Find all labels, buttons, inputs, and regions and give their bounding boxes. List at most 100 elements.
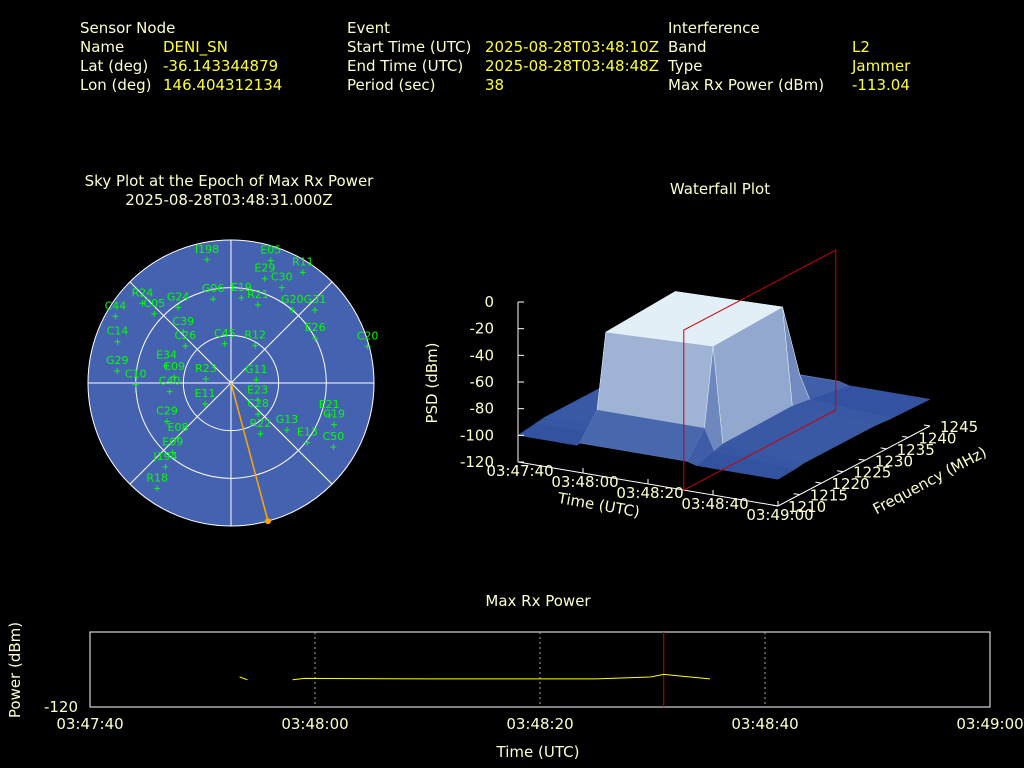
satellite-marker (330, 443, 337, 450)
satellite-marker (162, 463, 169, 470)
satellite-marker (304, 439, 311, 446)
field-label: Name (80, 38, 124, 56)
satellite-label: E21 (319, 398, 340, 411)
section-title: Interference (668, 19, 760, 37)
x-tick-label: 03:47:40 (486, 462, 553, 480)
satellite-label: C39 (172, 315, 194, 328)
satellite-label: E11 (195, 387, 216, 400)
z-axis-label: PSD (dBm) (423, 342, 441, 423)
satellite-label: C29 (156, 404, 178, 417)
satellite-label: G29 (106, 354, 129, 367)
satellite-label: G31 (304, 293, 327, 306)
satellite-label: E09 (162, 435, 183, 448)
satellite-marker (238, 294, 245, 301)
satellite-label: R18 (146, 471, 168, 484)
y-tick-label: 1245 (940, 418, 978, 436)
satellite-label: R23 (195, 362, 217, 375)
satellite-label: C09 (163, 360, 185, 373)
satellite-label: E08 (168, 421, 189, 434)
y-tick-label: 1210 (788, 498, 826, 516)
y-tick (793, 493, 800, 496)
jammer-dot (265, 518, 272, 525)
satellite-label: C30 (271, 271, 293, 284)
z-tick-label: -40 (470, 346, 495, 364)
z-tick-label: -120 (460, 453, 494, 471)
field-label: Max Rx Power (dBm) (668, 76, 824, 94)
satellite-marker (312, 335, 319, 342)
field-value: 2025-08-28T03:48:48Z (485, 57, 659, 75)
field-label: Lon (deg) (80, 76, 152, 94)
satellite-label: I198 (195, 243, 219, 256)
satellite-label: R11 (292, 255, 314, 268)
field-label: Period (sec) (347, 76, 436, 94)
field-value: 146.404312134 (163, 76, 282, 94)
field-value: 2025-08-28T03:48:10Z (485, 38, 659, 56)
z-tick-label: 0 (484, 293, 494, 311)
z-tick-label: -60 (470, 373, 495, 391)
y-axis-label: Power (dBm) (6, 622, 24, 718)
satellite-label: C40 (159, 375, 181, 388)
chart-title: Max Rx Power (485, 592, 591, 610)
y-tick (880, 447, 887, 450)
satellite-marker (202, 400, 209, 407)
satellite-label: E34 (156, 349, 177, 362)
satellite-marker (169, 449, 176, 456)
satellite-marker (252, 342, 259, 349)
y-axis (777, 425, 931, 507)
satellite-label: C05 (143, 297, 165, 310)
satellite-marker (114, 368, 121, 375)
y-tick-label: 1235 (897, 441, 935, 459)
satellite-marker (204, 256, 211, 263)
satellite-marker (261, 275, 268, 282)
satellite-marker (180, 328, 187, 335)
azimuth-spoke (129, 281, 232, 384)
azimuth-spoke (230, 382, 333, 485)
y-tick (815, 481, 822, 484)
azimuth-spoke (129, 382, 232, 485)
data-line (239, 673, 710, 681)
chart-subtitle: 2025-08-28T03:48:31.000Z (125, 191, 332, 209)
satellite-marker (267, 257, 274, 264)
satellite-label: G11 (245, 363, 268, 376)
satellite-label: R22 (250, 417, 272, 430)
satellite-marker (163, 362, 170, 369)
satellite-label: C28 (247, 397, 269, 410)
satellite-marker (163, 418, 170, 425)
satellite-label: E26 (305, 321, 326, 334)
satellite-label: G06 (202, 282, 225, 295)
satellite-label: G24 (167, 291, 190, 304)
satellite-marker (254, 397, 261, 404)
y-tick-label: 1230 (875, 452, 913, 470)
satellite-marker (255, 411, 262, 418)
field-value: -36.143344879 (163, 57, 278, 75)
field-value: 38 (485, 76, 504, 94)
field-value: DENI_SN (163, 38, 228, 57)
satellite-label: C50 (323, 430, 345, 443)
satellite-marker (151, 310, 158, 317)
field-label: Lat (deg) (80, 57, 148, 75)
surface-cell (696, 450, 797, 480)
satellite-marker (114, 338, 121, 345)
satellite-marker (254, 301, 261, 308)
x-axis-label: Time (UTC) (496, 743, 580, 761)
field-label: Band (668, 38, 707, 56)
x-tick-label: 03:49:00 (746, 506, 813, 524)
x-tick-label: 03:48:20 (616, 484, 683, 502)
satellite-marker (171, 374, 178, 381)
satellite-marker (202, 376, 209, 383)
satellite-label: C14 (107, 325, 129, 338)
satellite-label: E29 (254, 262, 275, 275)
satellite-marker (364, 343, 371, 350)
satellite-label: E05 (260, 244, 281, 257)
field-value: Jammer (851, 57, 911, 75)
jammer-direction (230, 382, 269, 522)
satellite-marker (154, 485, 161, 492)
section-title: Sensor Node (80, 19, 175, 37)
satellite-label: E13 (297, 426, 318, 439)
x-tick-label: 03:48:00 (551, 473, 618, 491)
azimuth-spoke (230, 281, 333, 384)
satellite-marker (221, 340, 228, 347)
x-tick-label: 03:48:20 (506, 715, 573, 733)
satellite-marker (289, 306, 296, 313)
